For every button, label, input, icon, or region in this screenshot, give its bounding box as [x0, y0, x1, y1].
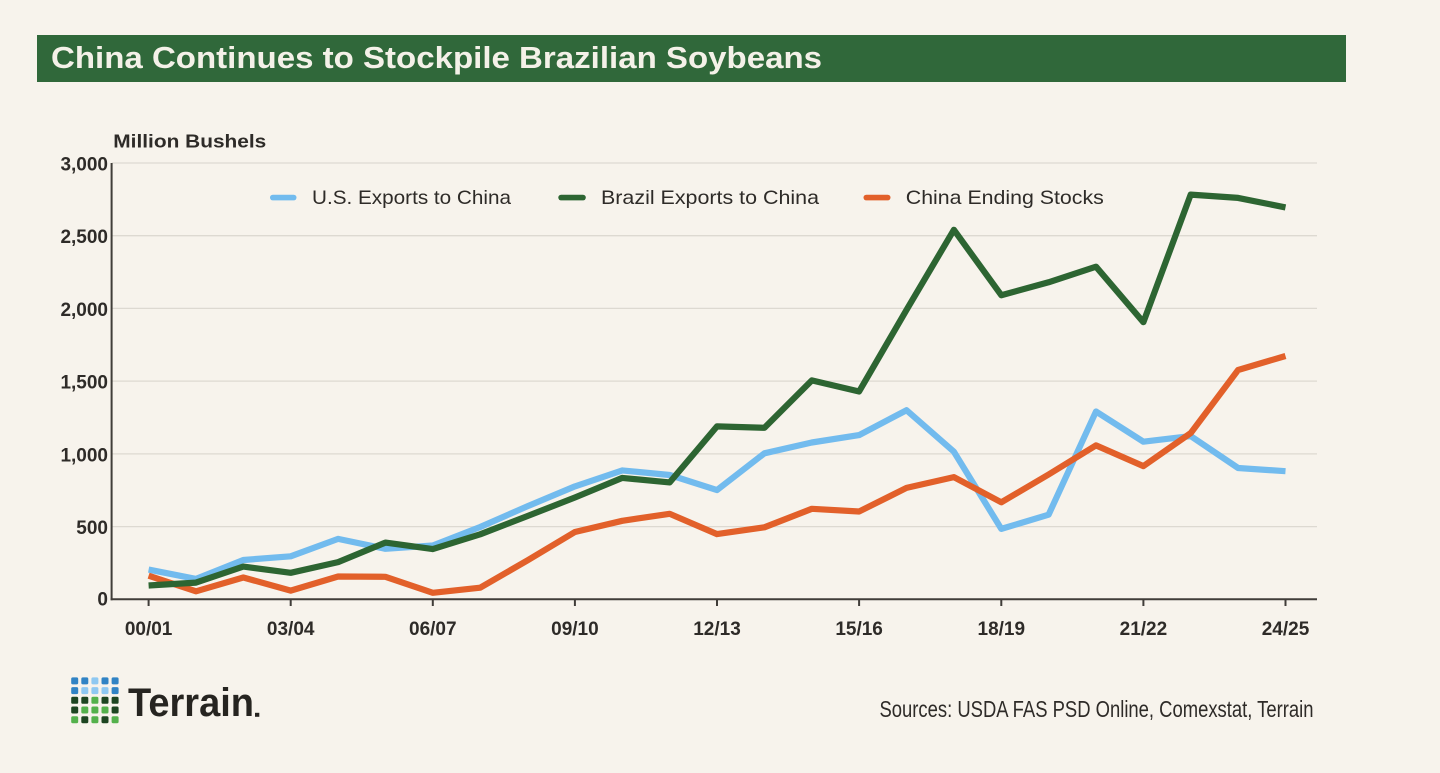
svg-text:21/22: 21/22: [1120, 619, 1168, 640]
svg-text:00/01: 00/01: [125, 619, 173, 640]
svg-text:U.S. Exports to China: U.S. Exports to China: [312, 187, 511, 209]
svg-text:3,000: 3,000: [60, 155, 108, 176]
svg-text:China Continues to Stockpile B: China Continues to Stockpile Brazilian S…: [51, 41, 822, 75]
svg-text:15/16: 15/16: [835, 619, 883, 640]
svg-text:09/10: 09/10: [551, 619, 599, 640]
svg-text:03/04: 03/04: [267, 619, 315, 640]
svg-text:18/19: 18/19: [978, 619, 1026, 640]
svg-text:0: 0: [97, 589, 108, 610]
svg-text:24/25: 24/25: [1262, 619, 1310, 640]
svg-text:500: 500: [76, 518, 108, 539]
svg-text:Brazil Exports to China: Brazil Exports to China: [601, 187, 819, 209]
svg-text:Million Bushels: Million Bushels: [113, 131, 266, 152]
svg-text:1,500: 1,500: [60, 373, 108, 394]
svg-text:Sources: USDA FAS PSD Online,: Sources: USDA FAS PSD Online, Comexstat,…: [880, 696, 1314, 722]
svg-text:06/07: 06/07: [409, 619, 457, 640]
svg-text:Terrain: Terrain: [128, 681, 254, 725]
svg-text:12/13: 12/13: [693, 619, 741, 640]
svg-text:China Ending Stocks: China Ending Stocks: [906, 187, 1104, 209]
svg-text:2,500: 2,500: [60, 227, 108, 248]
svg-text:1,000: 1,000: [60, 445, 108, 466]
svg-text:2,000: 2,000: [60, 300, 108, 321]
